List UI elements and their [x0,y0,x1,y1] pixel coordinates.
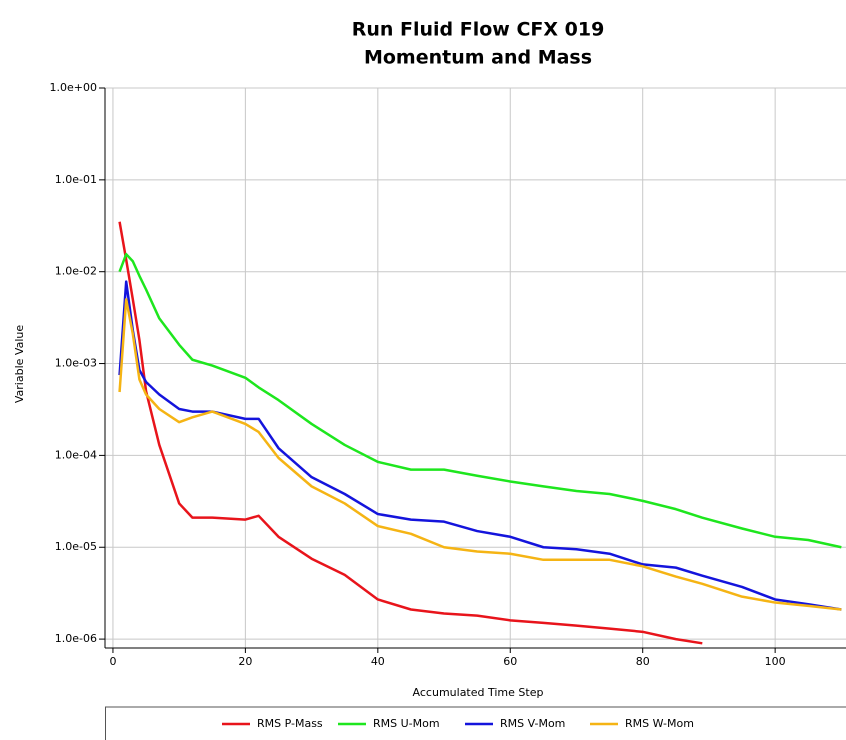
x-tick-label: 20 [238,655,252,668]
y-tick-label: 1.0e-03 [55,357,97,370]
legend-label: RMS P-Mass [257,717,323,730]
y-tick-label: 1.0e-05 [55,540,97,553]
legend-frame [105,706,846,740]
y-tick-label: 1.0e-02 [55,265,97,278]
series-line [118,252,842,549]
y-tick-label: 1.0e-04 [55,448,97,461]
y-tick-label: 1.0e-06 [55,632,97,645]
legend-label: RMS V-Mom [500,717,565,730]
x-tick-label: 40 [371,655,385,668]
chart-subtitle: Momentum and Mass [364,47,592,69]
chart-title: Run Fluid Flow CFX 019 [352,19,605,41]
x-tick-label: 80 [636,655,650,668]
x-tick-label: 0 [109,655,116,668]
x-tick-label: 60 [503,655,517,668]
y-tick-label: 1.0e+00 [50,81,97,94]
x-tick-label: 100 [765,655,786,668]
legend-label: RMS U-Mom [373,717,440,730]
x-axis-label: Accumulated Time Step [413,686,544,699]
series-line [118,280,842,611]
series-line [118,298,842,611]
y-tick-label: 1.0e-01 [55,173,97,186]
legend-label: RMS W-Mom [625,717,694,730]
series-line [118,221,703,645]
y-axis-label: Variable Value [13,325,26,403]
